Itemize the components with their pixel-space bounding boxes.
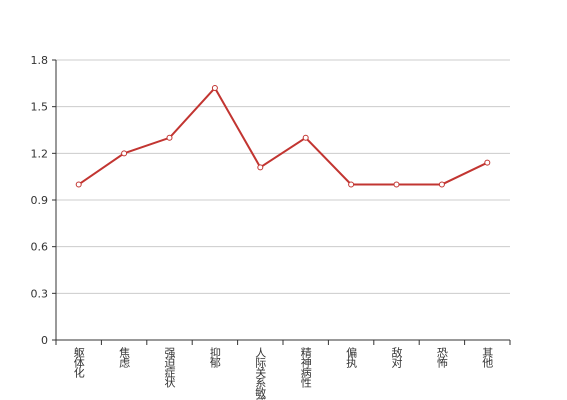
- point: [438, 181, 445, 188]
- point: [166, 134, 173, 141]
- x-tick-label: 躯体化: [72, 347, 85, 379]
- x-tick-label: 偏执: [345, 346, 358, 369]
- x-tick-label: 强迫症状: [163, 347, 176, 388]
- x-tick-label: 精神病性: [299, 347, 312, 389]
- y-tick-label: 0: [41, 334, 48, 347]
- point: [484, 159, 491, 166]
- point: [302, 134, 309, 141]
- point: [211, 85, 218, 91]
- y-tick-label: 1.5: [31, 101, 49, 114]
- x-tick-label: 焦虑: [118, 347, 131, 368]
- point: [348, 181, 355, 188]
- x-tick-label: 人际关系敏感: [254, 347, 267, 400]
- x-tick-label: 敌对: [390, 346, 403, 368]
- y-tick-label: 0.3: [31, 287, 49, 300]
- y-tick-label: 0.9: [31, 194, 49, 207]
- point: [257, 164, 264, 171]
- x-tick-label: 恐怖: [435, 347, 448, 368]
- line: [78, 86, 488, 186]
- y-tick-label: 0.6: [31, 241, 49, 254]
- y-tick-label: 1.8: [31, 54, 49, 67]
- x-tick-label: 其他: [481, 347, 494, 368]
- x-tick-label: 抑郁: [208, 346, 221, 368]
- point: [121, 150, 128, 157]
- point: [75, 181, 82, 188]
- point: [393, 181, 400, 188]
- y-tick-label: 1.2: [31, 147, 49, 160]
